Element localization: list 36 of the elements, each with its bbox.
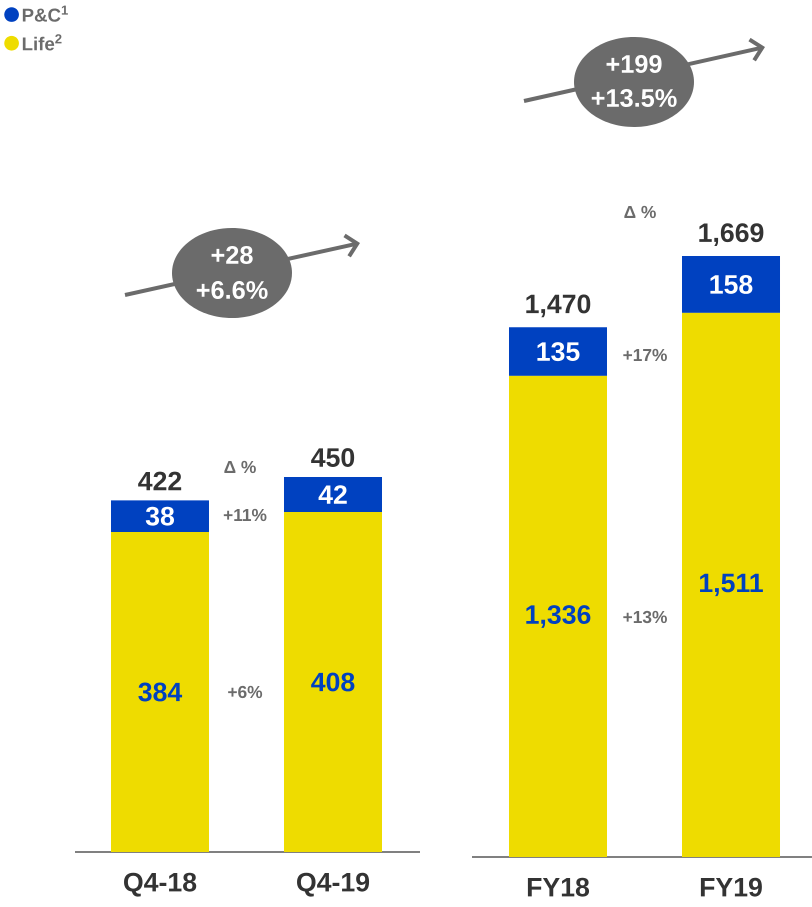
legend-label: Life$^{2}$ (22, 34, 62, 50)
text: +6.6% (196, 281, 268, 299)
annotation: +17% (623, 348, 667, 362)
bar (110, 500, 209, 532)
bar (284, 512, 382, 852)
x-tick-label: Q4-18 (124, 872, 196, 897)
x-tick-label: FY18 (528, 878, 590, 897)
text: Δ % (624, 206, 656, 218)
text: +199 (606, 55, 662, 73)
bar (284, 476, 382, 512)
bar (508, 376, 607, 857)
data-label: 158 (710, 275, 752, 294)
bar (508, 327, 607, 376)
data-label: 38 (146, 506, 174, 526)
data-label: 1,336 (526, 605, 590, 628)
annotation: +11% (224, 508, 266, 522)
text: Δ % (224, 460, 256, 474)
x-tick-label: FY19 (700, 878, 762, 897)
data-label: 42 (318, 485, 347, 504)
total-label: 1,669 (699, 223, 764, 246)
annotation: +13% (623, 610, 667, 624)
text: +13.5% (592, 89, 677, 107)
total-label: 422 (138, 472, 182, 490)
bar (682, 256, 780, 313)
bar (682, 312, 780, 857)
data-label: 384 (138, 682, 182, 702)
data-label: 408 (311, 672, 354, 692)
annotation: +6% (228, 686, 262, 698)
data-label: 1,511 (700, 574, 763, 596)
total-label: 1,470 (526, 294, 590, 318)
legend-label: P&C$^{1}$ (22, 6, 68, 22)
text: +28 (212, 246, 253, 264)
total-label: 450 (311, 448, 354, 467)
data-label: 135 (537, 342, 580, 362)
bar (110, 532, 209, 852)
x-tick-label: Q4-19 (297, 872, 370, 897)
